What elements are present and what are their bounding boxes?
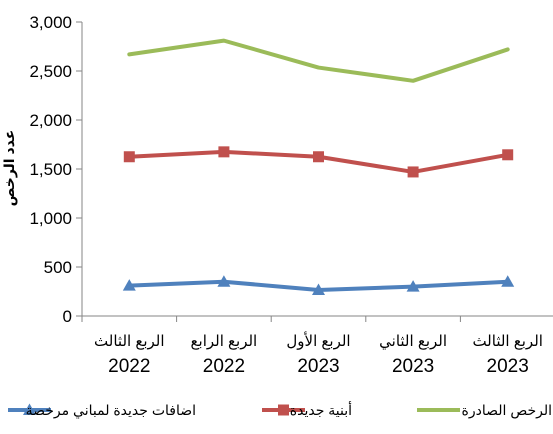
y-tick-labels: 3,000 2,500 2,000 1,500 1,000 500 0: [29, 13, 72, 326]
series-0: [127, 38, 510, 83]
data-point: [217, 275, 231, 287]
x-category-year: 2023: [297, 356, 339, 377]
data-point: [122, 279, 136, 291]
legend-item: اضافات جديدة لمباني مرخصة: [8, 402, 196, 419]
y-tick-label: 1,000: [29, 209, 72, 228]
legend-label: اضافات جديدة لمباني مرخصة: [26, 402, 196, 419]
data-point: [407, 166, 419, 178]
legend-marker: [23, 403, 36, 415]
y-axis-label: عدد الرخص: [1, 130, 18, 207]
y-tick-label: 1,500: [29, 160, 72, 179]
x-category-label: الربع الثالث: [94, 333, 164, 350]
data-point: [502, 149, 514, 161]
series-line: [127, 38, 510, 83]
data-point: [406, 280, 420, 292]
x-category-label: الربع الثاني: [379, 333, 447, 351]
x-category-year: 2022: [203, 356, 245, 377]
data-point: [313, 151, 324, 163]
data-point: [218, 146, 230, 158]
y-tick-label: 500: [44, 258, 72, 277]
data-point: [501, 275, 515, 287]
data-point: [123, 151, 135, 163]
legend-label: الرخص الصادرة: [462, 402, 552, 419]
legend-item: أبنية جديدة: [262, 401, 352, 418]
y-tick-label: 0: [63, 307, 72, 326]
axes: [76, 21, 553, 322]
x-category-year: 2023: [392, 356, 434, 377]
series-2: [122, 275, 515, 296]
legend-marker: [278, 404, 289, 416]
x-category-label: الربع الأول: [286, 331, 350, 350]
series-lines: [122, 38, 515, 296]
x-category-year: 2022: [108, 356, 150, 377]
x-category-year: 2023: [487, 356, 529, 377]
y-tick-label: 2,000: [29, 111, 72, 130]
x-category-labels: الربع الثالث 2022 الربع الرابع 2022 الربع ال…: [94, 331, 543, 377]
legend-label: أبنية جديدة: [290, 401, 352, 418]
legend-item: الرخص الصادرة: [417, 402, 552, 419]
data-point: [312, 283, 325, 296]
x-category-label: الربع الرابع: [191, 333, 258, 350]
legend: الرخص الصادرة أبنية جديدة اضافات جديدة لمب…: [8, 401, 552, 419]
x-category-label: الربع الثالث: [472, 333, 542, 350]
series-1: [123, 146, 514, 178]
y-tick-label: 2,500: [29, 62, 72, 81]
y-tick-label: 3,000: [29, 13, 72, 32]
